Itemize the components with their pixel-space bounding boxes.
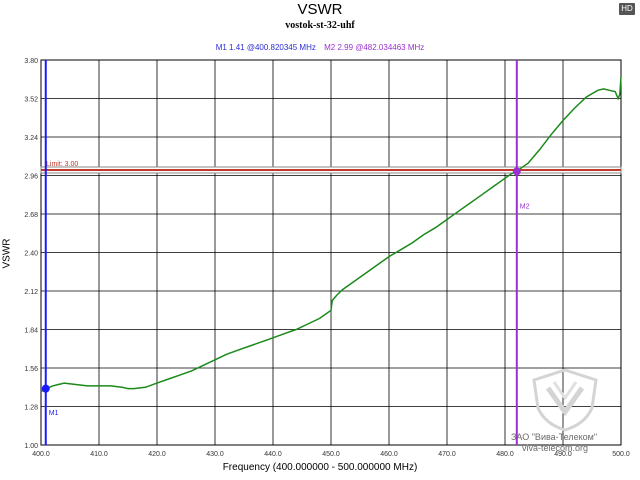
m2-marker-dot [512,167,521,176]
x-tick-label: 490.0 [554,451,572,458]
m1-readout: M1 1.41 @400.820345 MHz [215,43,316,52]
x-tick-label: 480.0 [496,451,514,458]
y-tick-label: 1.00 [24,443,38,450]
tick-labels: 400.0 410.0 420.0 430.0 440.0 450.0 460.0 470.0… [24,58,629,458]
hd-badge[interactable]: HD [619,3,635,15]
grid-layer [40,59,622,446]
x-tick-label: 470.0 [438,451,456,458]
y-tick-label: 1.56 [24,366,38,373]
x-tick-label: 440.0 [264,451,282,458]
chart-title: VSWR [297,1,343,18]
marker-layer: M1 M2 [41,60,530,445]
y-tick-label: 3.52 [24,97,38,104]
shield-logo-icon [532,368,598,432]
y-tick-label: 3.80 [24,58,38,65]
y-tick-label: 2.40 [24,251,38,258]
m2-marker-label: M2 [520,204,530,211]
y-axis-label: VSWR [1,238,13,269]
watermark-company: ЗАО "Вива-Телеком" [511,432,598,442]
y-tick-label: 1.28 [24,405,38,412]
y-tick-label: 2.68 [24,212,38,219]
m1-marker-label: M1 [49,410,59,417]
y-tick-label: 3.24 [24,135,38,142]
limit-layer: Limit: 3.00 [40,161,622,174]
x-tick-label: 500.0 [612,451,630,458]
x-tick-label: 460.0 [380,451,398,458]
x-tick-label: 410.0 [90,451,108,458]
y-tick-label: 2.96 [24,174,38,181]
chart-subtitle: vostok-st-32-uhf [285,20,355,31]
y-tick-label: 1.84 [24,328,38,335]
vswr-series-line [40,76,622,393]
x-axis-label: Frequency (400.000000 - 500.000000 MHz) [222,462,418,473]
y-tick-label: 2.12 [24,289,38,296]
m1-marker-dot [41,384,50,393]
x-tick-label: 400.0 [32,451,50,458]
x-tick-label: 430.0 [206,451,224,458]
watermark-site: viva-telecom.org [522,443,589,453]
x-tick-label: 450.0 [322,451,340,458]
m2-readout: M2 2.99 @482.034463 MHz [324,43,425,52]
marker-readout-bar: M1 1.41 @400.820345 MHz M2 2.99 @482.034… [0,43,640,52]
limit-label: Limit: 3.00 [46,161,78,168]
x-tick-label: 420.0 [148,451,166,458]
